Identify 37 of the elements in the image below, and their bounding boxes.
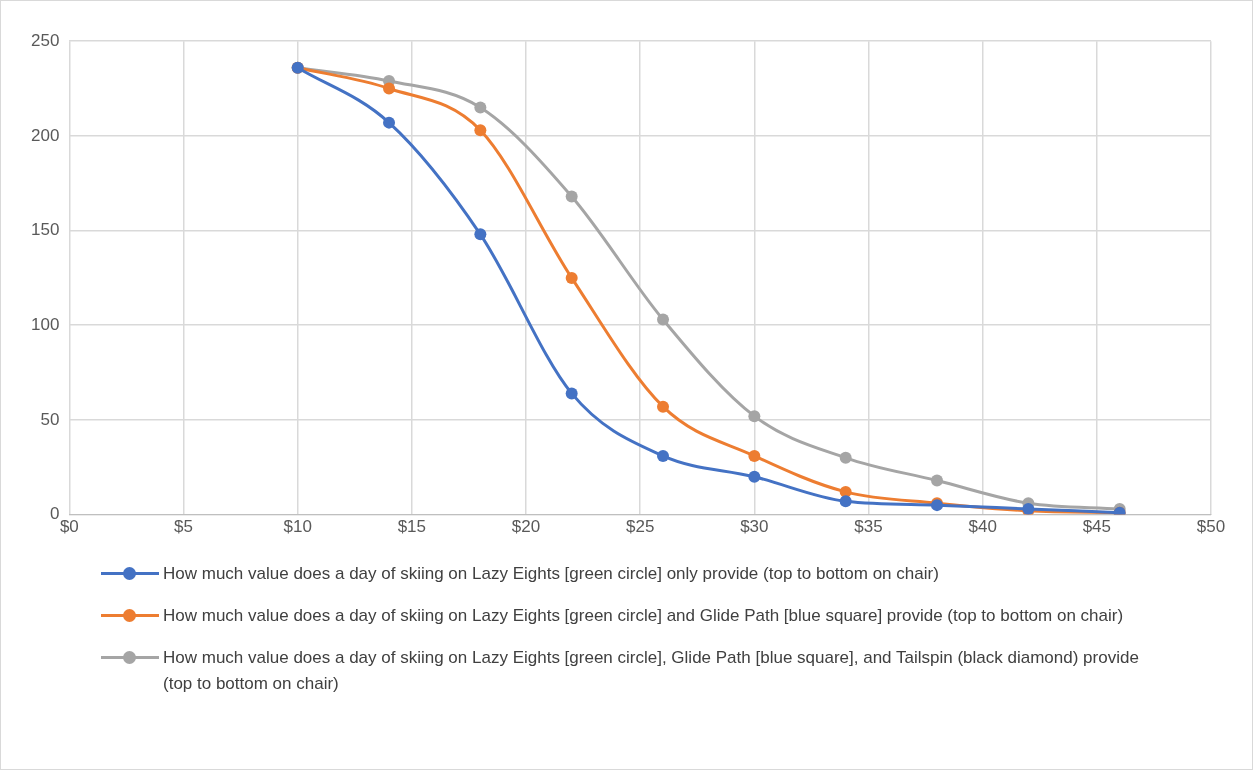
y-tick-label: 250 xyxy=(30,30,60,50)
x-tick-label: $0 xyxy=(59,517,79,537)
x-tick-label: $40 xyxy=(968,517,997,537)
legend-label: How much value does a day of skiing on Lazy Eights [green circle] and Glide Path [blue square] provide (top to bottom on chair) xyxy=(163,605,1124,627)
x-tick-label: $5 xyxy=(174,517,193,537)
x-tick-label: $35 xyxy=(854,517,883,537)
x-tick-label: $45 xyxy=(1082,517,1112,537)
y-tick-label: 150 xyxy=(30,220,60,240)
point xyxy=(383,116,396,129)
x-tick-label: $20 xyxy=(511,517,541,537)
point xyxy=(474,101,487,114)
point xyxy=(748,470,761,483)
point xyxy=(383,82,396,95)
x-tick-label: $10 xyxy=(283,517,312,537)
x-tick-label: $25 xyxy=(625,517,655,537)
point xyxy=(748,449,761,462)
x-tick-label: $30 xyxy=(740,517,769,537)
x-tick-label: $15 xyxy=(397,517,427,537)
point xyxy=(839,451,852,464)
y-tick-label: 0 xyxy=(49,504,60,524)
point xyxy=(931,474,944,487)
legend-label: How much value does a day of skiing on Lazy Eights [green circle] only provide (top to bottom on chair) xyxy=(163,563,939,585)
y-tick-label: 100 xyxy=(30,314,60,334)
y-tick-label: 50 xyxy=(40,409,60,429)
point xyxy=(657,400,670,413)
point xyxy=(565,271,578,284)
y-tick-label: 200 xyxy=(30,125,60,145)
legend-label: How much value does a day of skiing on Lazy Eights [green circle], Glide Path [blue square], and Tailspin (black diamond) provide (top to bottom on chair) xyxy=(163,647,1140,695)
point xyxy=(748,410,761,423)
point xyxy=(657,449,670,462)
point xyxy=(565,190,578,203)
point xyxy=(565,387,578,400)
point xyxy=(657,313,670,326)
point xyxy=(474,124,487,137)
point xyxy=(839,495,852,508)
x-tick-label: $50 xyxy=(1196,517,1226,537)
point xyxy=(474,228,487,241)
